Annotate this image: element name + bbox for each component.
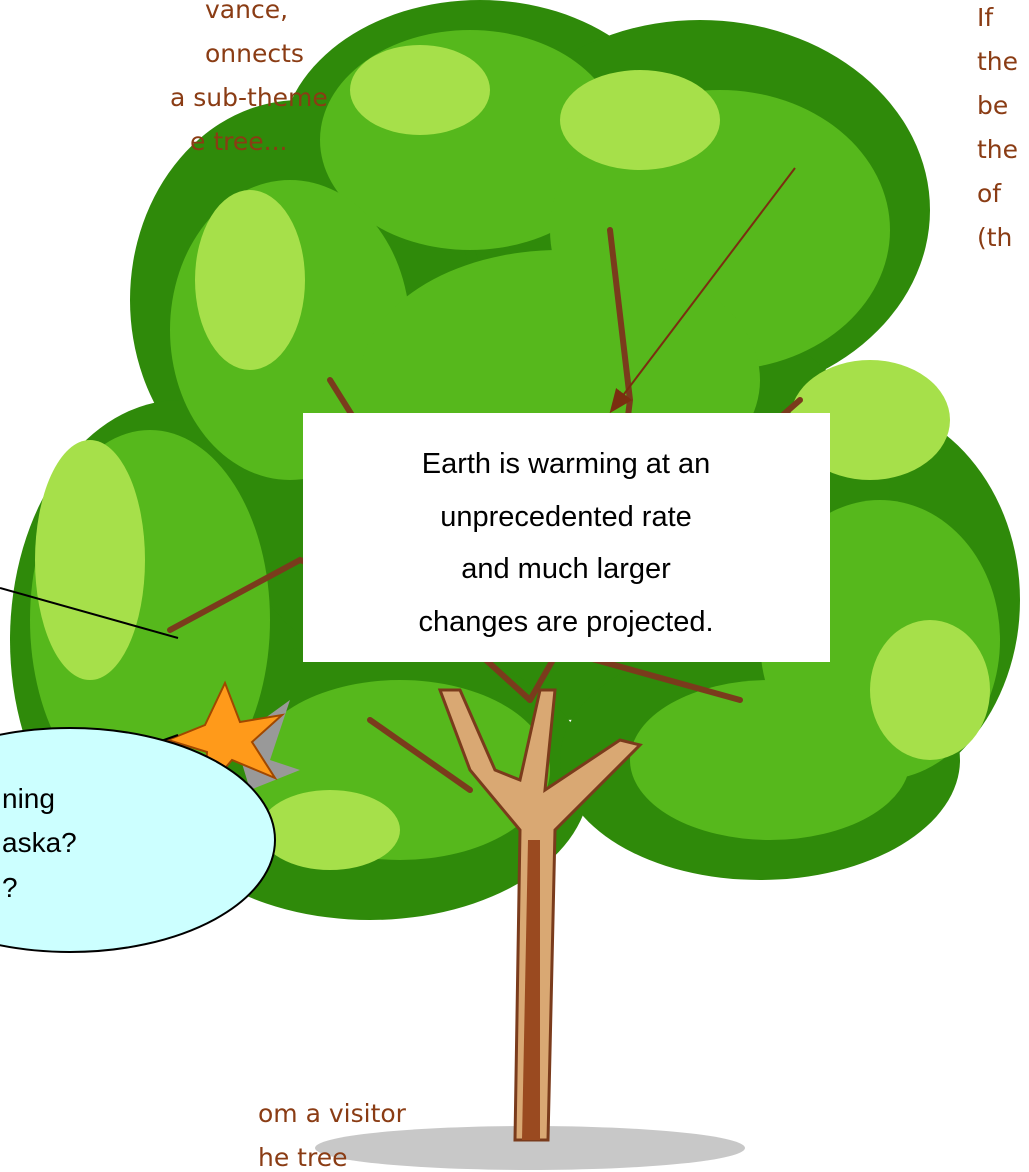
note-text: the xyxy=(977,135,1018,164)
page: Earth is warming at an unprecedented rat… xyxy=(0,0,1029,1172)
note-text: be xyxy=(977,91,1008,120)
note-text: om a visitor xyxy=(258,1099,407,1128)
box-text: Earth is warming at an xyxy=(422,448,711,480)
bubble-text: aska? xyxy=(2,827,77,858)
slide: Earth is warming at an unprecedented rat… xyxy=(0,0,1029,1172)
note-text: vance, xyxy=(205,0,288,24)
note-text: If xyxy=(977,3,994,32)
box-text: unprecedented rate xyxy=(440,501,692,533)
note-text: onnects xyxy=(205,39,304,68)
note-text: (th xyxy=(977,223,1012,252)
box-text: and much larger xyxy=(461,553,671,585)
note-text: e tree... xyxy=(190,127,287,156)
note-text: of xyxy=(977,179,1002,208)
bubble-text: ? xyxy=(2,872,18,903)
note-text: the xyxy=(977,47,1018,76)
note-text: a sub-theme xyxy=(170,83,328,112)
bubble-text: ning xyxy=(2,783,55,814)
note-text: he tree xyxy=(258,1143,347,1172)
box-text: changes are projected. xyxy=(418,606,713,638)
